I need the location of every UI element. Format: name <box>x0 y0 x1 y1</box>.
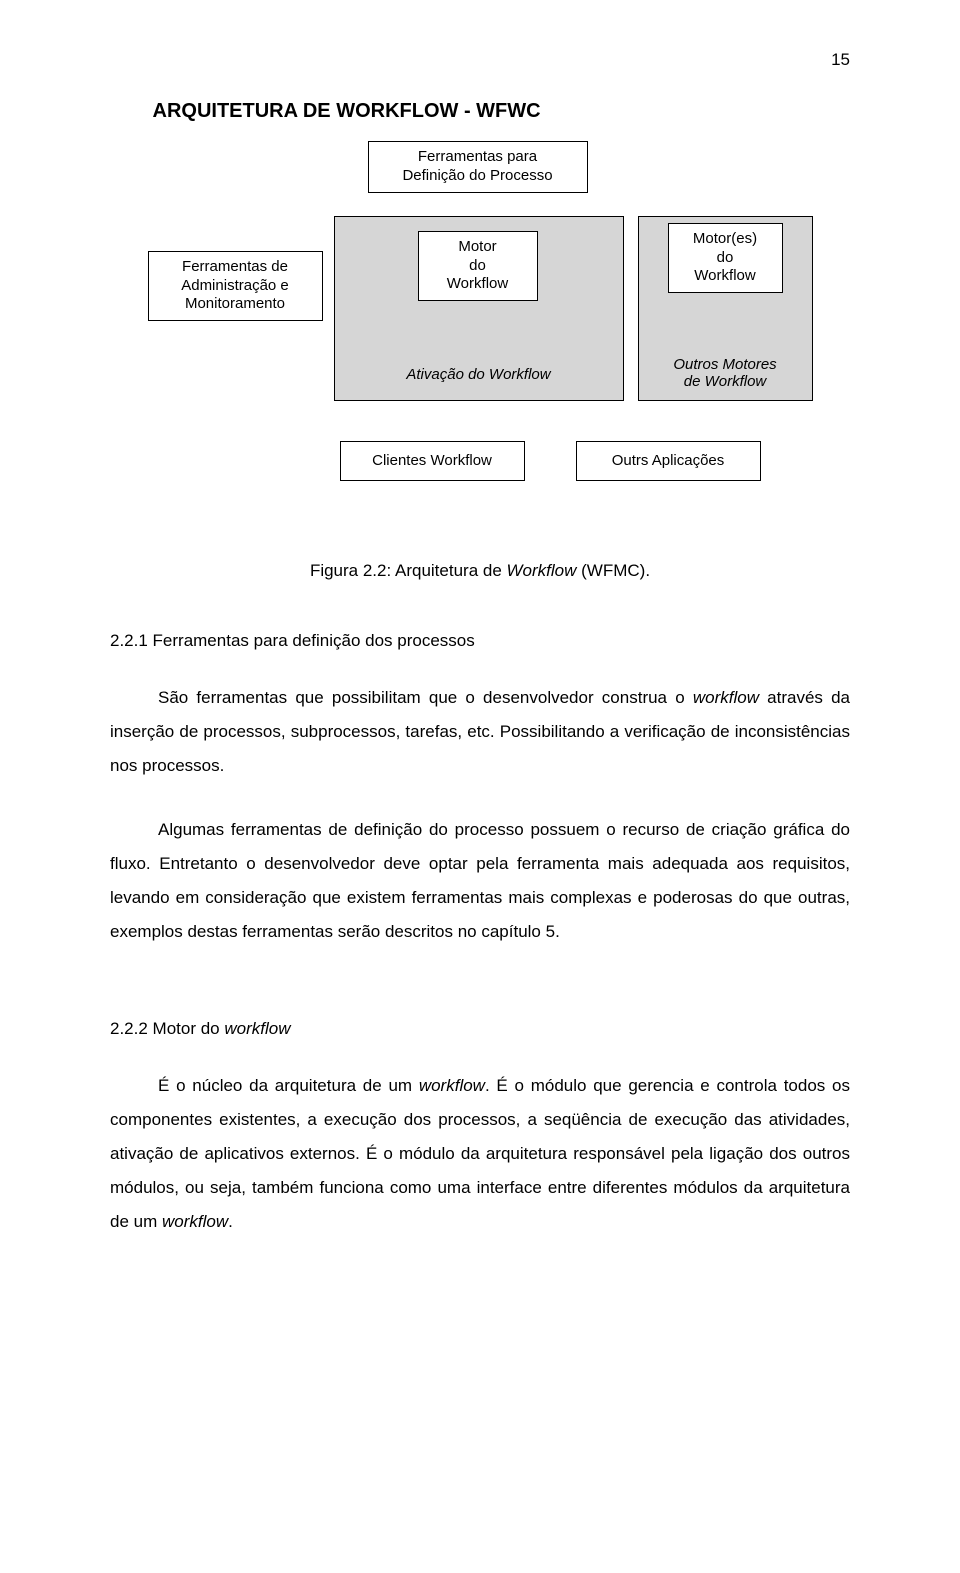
text-italic: workflow <box>419 1076 485 1095</box>
text: . É o módulo que gerencia e controla tod… <box>110 1076 850 1231</box>
text: . <box>228 1212 233 1231</box>
caption-italic: Workflow <box>507 561 577 580</box>
text-italic: workflow <box>693 688 759 707</box>
text: É o núcleo da arquitetura de um <box>158 1076 419 1095</box>
box-ferramentas-definicao: Ferramentas paraDefinição do Processo <box>368 141 588 193</box>
figure-caption: Figura 2.2: Arquitetura de Workflow (WFM… <box>110 561 850 581</box>
section-heading-221: 2.2.1 Ferramentas para definição dos pro… <box>110 631 850 651</box>
box-clientes-workflow: Clientes Workflow <box>340 441 525 481</box>
architecture-diagram: ARQUITETURA DE WORKFLOW - WFWC Ferrament… <box>148 100 813 521</box>
label-outros-motores: Outros Motoresde Workflow <box>638 356 813 390</box>
heading-italic: workflow <box>224 1019 290 1038</box>
text-italic: workflow <box>162 1212 228 1231</box>
box-motor-workflow: MotordoWorkflow <box>418 231 538 301</box>
section1-para2: Algumas ferramentas de definição do proc… <box>110 813 850 949</box>
section1-para1: São ferramentas que possibilitam que o d… <box>110 681 850 783</box>
diagram-title: ARQUITETURA DE WORKFLOW - WFWC <box>148 100 813 123</box>
diagram-canvas: Ferramentas paraDefinição do Processo Fe… <box>148 141 813 521</box>
caption-text: Figura 2.2: Arquitetura de <box>310 561 507 580</box>
box-motores-workflow: Motor(es)doWorkflow <box>668 223 783 293</box>
box-ferramentas-admin: Ferramentas deAdministração eMonitoramen… <box>148 251 323 321</box>
text: São ferramentas que possibilitam que o d… <box>158 688 693 707</box>
section-heading-222: 2.2.2 Motor do workflow <box>110 1019 850 1039</box>
page-number: 15 <box>110 50 850 70</box>
section2-para1: É o núcleo da arquitetura de um workflow… <box>110 1069 850 1239</box>
caption-suffix: (WFMC). <box>576 561 650 580</box>
heading-text: 2.2.2 Motor do <box>110 1019 224 1038</box>
label-ativacao: Ativação do Workflow <box>334 366 624 383</box>
box-outras-aplicacoes: Outrs Aplicações <box>576 441 761 481</box>
